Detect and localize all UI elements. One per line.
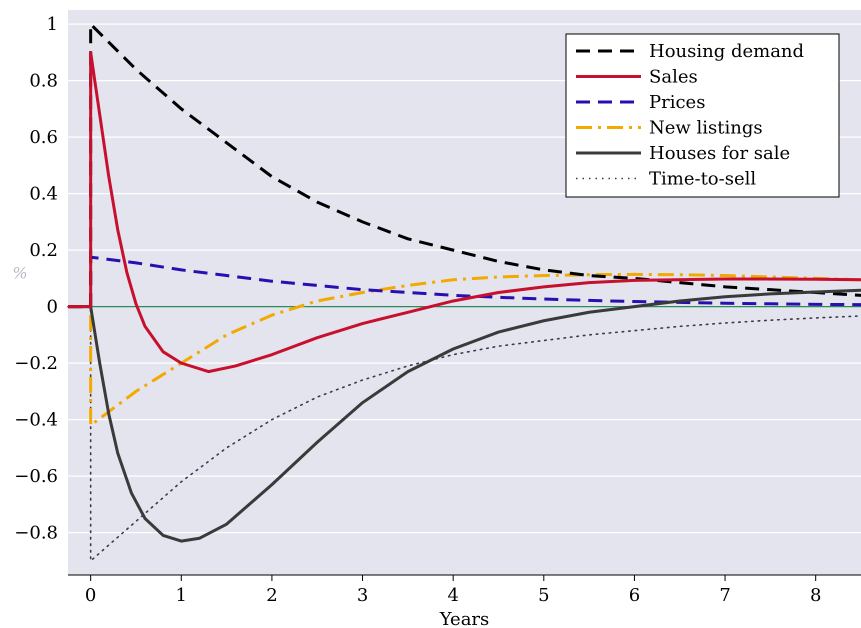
y-tick-label: 0.6 bbox=[29, 127, 58, 148]
y-tick-label: 0.4 bbox=[29, 184, 58, 205]
series-line-houses-for-sale bbox=[68, 288, 861, 543]
x-tick-label: 7 bbox=[719, 585, 730, 606]
x-tick-label: 0 bbox=[85, 585, 96, 606]
y-axis-label: % bbox=[12, 263, 27, 282]
y-tick-label: −0.2 bbox=[14, 353, 58, 374]
legend-entry-label: Houses for sale bbox=[649, 143, 790, 164]
x-tick-label: 5 bbox=[538, 585, 549, 606]
legend-entry-label: Prices bbox=[649, 92, 705, 113]
y-tick-label: −0.8 bbox=[14, 523, 58, 544]
legend-entry-label: Sales bbox=[649, 67, 698, 88]
legend-entry-label: New listings bbox=[649, 118, 763, 139]
x-tick-label: 3 bbox=[357, 585, 368, 606]
legend-entry-label: Time-to-sell bbox=[649, 169, 756, 190]
series-line-housing-demand bbox=[68, 22, 861, 309]
y-tick-label: 0.8 bbox=[29, 71, 58, 92]
y-tick-label: 0.2 bbox=[29, 240, 58, 261]
x-tick-label: 2 bbox=[266, 585, 277, 606]
legend-entry-label: Housing demand bbox=[649, 41, 804, 62]
x-tick-label: 4 bbox=[447, 585, 458, 606]
series-line-new-listings bbox=[68, 272, 861, 427]
legend-box bbox=[565, 33, 840, 198]
x-axis-label: Years bbox=[439, 609, 490, 628]
y-tick-label: −0.4 bbox=[14, 410, 58, 431]
series-line-sales bbox=[68, 50, 861, 374]
x-tick-label: 1 bbox=[176, 585, 187, 606]
axis-ticks: −0.8 −0.6 −0.4 −0.2 0 0.2 0.4 0.6 0.8 1 0 1 2 3 4 5 6 7 8 bbox=[14, 14, 821, 606]
y-tick-label: −0.6 bbox=[14, 466, 58, 487]
y-tick-label: 1 bbox=[47, 14, 58, 35]
legend: Housing demand Sales Prices New listings Hou… bbox=[565, 33, 840, 198]
x-tick-label: 8 bbox=[810, 585, 821, 606]
x-tick-label: 6 bbox=[629, 585, 640, 606]
series-lines bbox=[67, 22, 861, 562]
y-tick-label: 0 bbox=[47, 297, 58, 318]
